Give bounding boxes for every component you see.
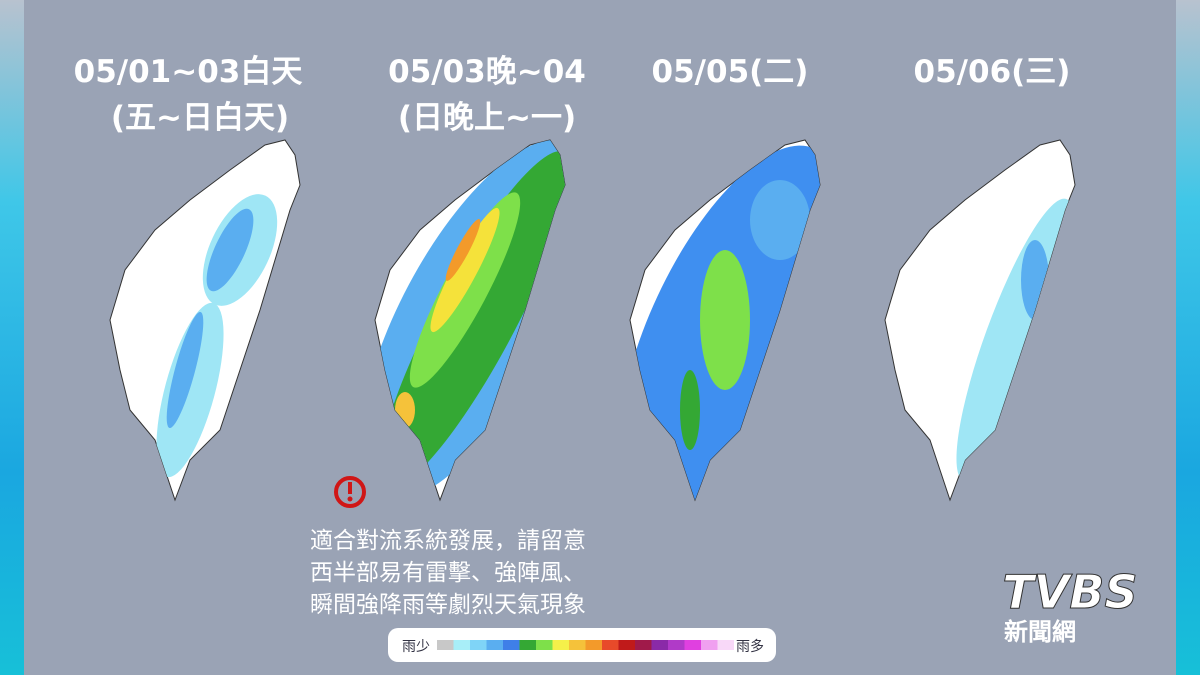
warning-icon [334, 476, 366, 508]
right-edge [1176, 0, 1200, 675]
legend-swatch [651, 640, 668, 650]
legend: 雨少 雨多 [388, 628, 776, 662]
left-edge [0, 0, 24, 675]
legend-swatch [552, 640, 569, 650]
legend-high: 雨多 [736, 638, 764, 655]
logo-sub: 新聞網 [1004, 618, 1076, 646]
legend-swatch [585, 640, 602, 650]
legend-swatch [701, 640, 718, 650]
legend-swatch [684, 640, 701, 650]
legend-swatch [618, 640, 635, 650]
legend-swatch [437, 640, 454, 650]
legend-swatch [635, 640, 652, 650]
legend-swatch [503, 640, 520, 650]
panel-title: 05/06(三) [914, 54, 1071, 90]
panel-title: 05/01~03白天 [74, 54, 303, 90]
panel-subtitle: (五~日白天) [111, 100, 289, 136]
legend-swatch [486, 640, 503, 650]
panel-subtitle: (日晚上~一) [398, 100, 576, 136]
warning-line: 瞬間強降雨等劇烈天氣現象 [310, 592, 586, 618]
panel-title: 05/03晚~04 [388, 54, 586, 90]
legend-swatch [569, 640, 586, 650]
legend-swatch [470, 640, 487, 650]
legend-swatch [453, 640, 470, 650]
map-panel [629, 139, 821, 501]
legend-swatch [668, 640, 685, 650]
map-panel [109, 139, 301, 501]
logo-brand: TVBS [1002, 565, 1137, 619]
panel-title: 05/05(二) [652, 54, 809, 90]
legend-low: 雨少 [402, 639, 430, 655]
panel-titles: 05/01~03白天 (五~日白天) 05/03晚~04 (日晚上~一) 05/… [74, 54, 1071, 136]
map-panel [374, 139, 566, 501]
logo: TVBS 新聞網 [1002, 565, 1138, 647]
warning-line: 西半部易有雷擊、強陣風、 [310, 560, 586, 586]
legend-swatch [536, 640, 553, 650]
legend-swatch [519, 640, 536, 650]
legend-swatch [602, 640, 619, 650]
legend-swatch [717, 640, 734, 650]
warning-line: 適合對流系統發展，請留意 [310, 528, 586, 554]
